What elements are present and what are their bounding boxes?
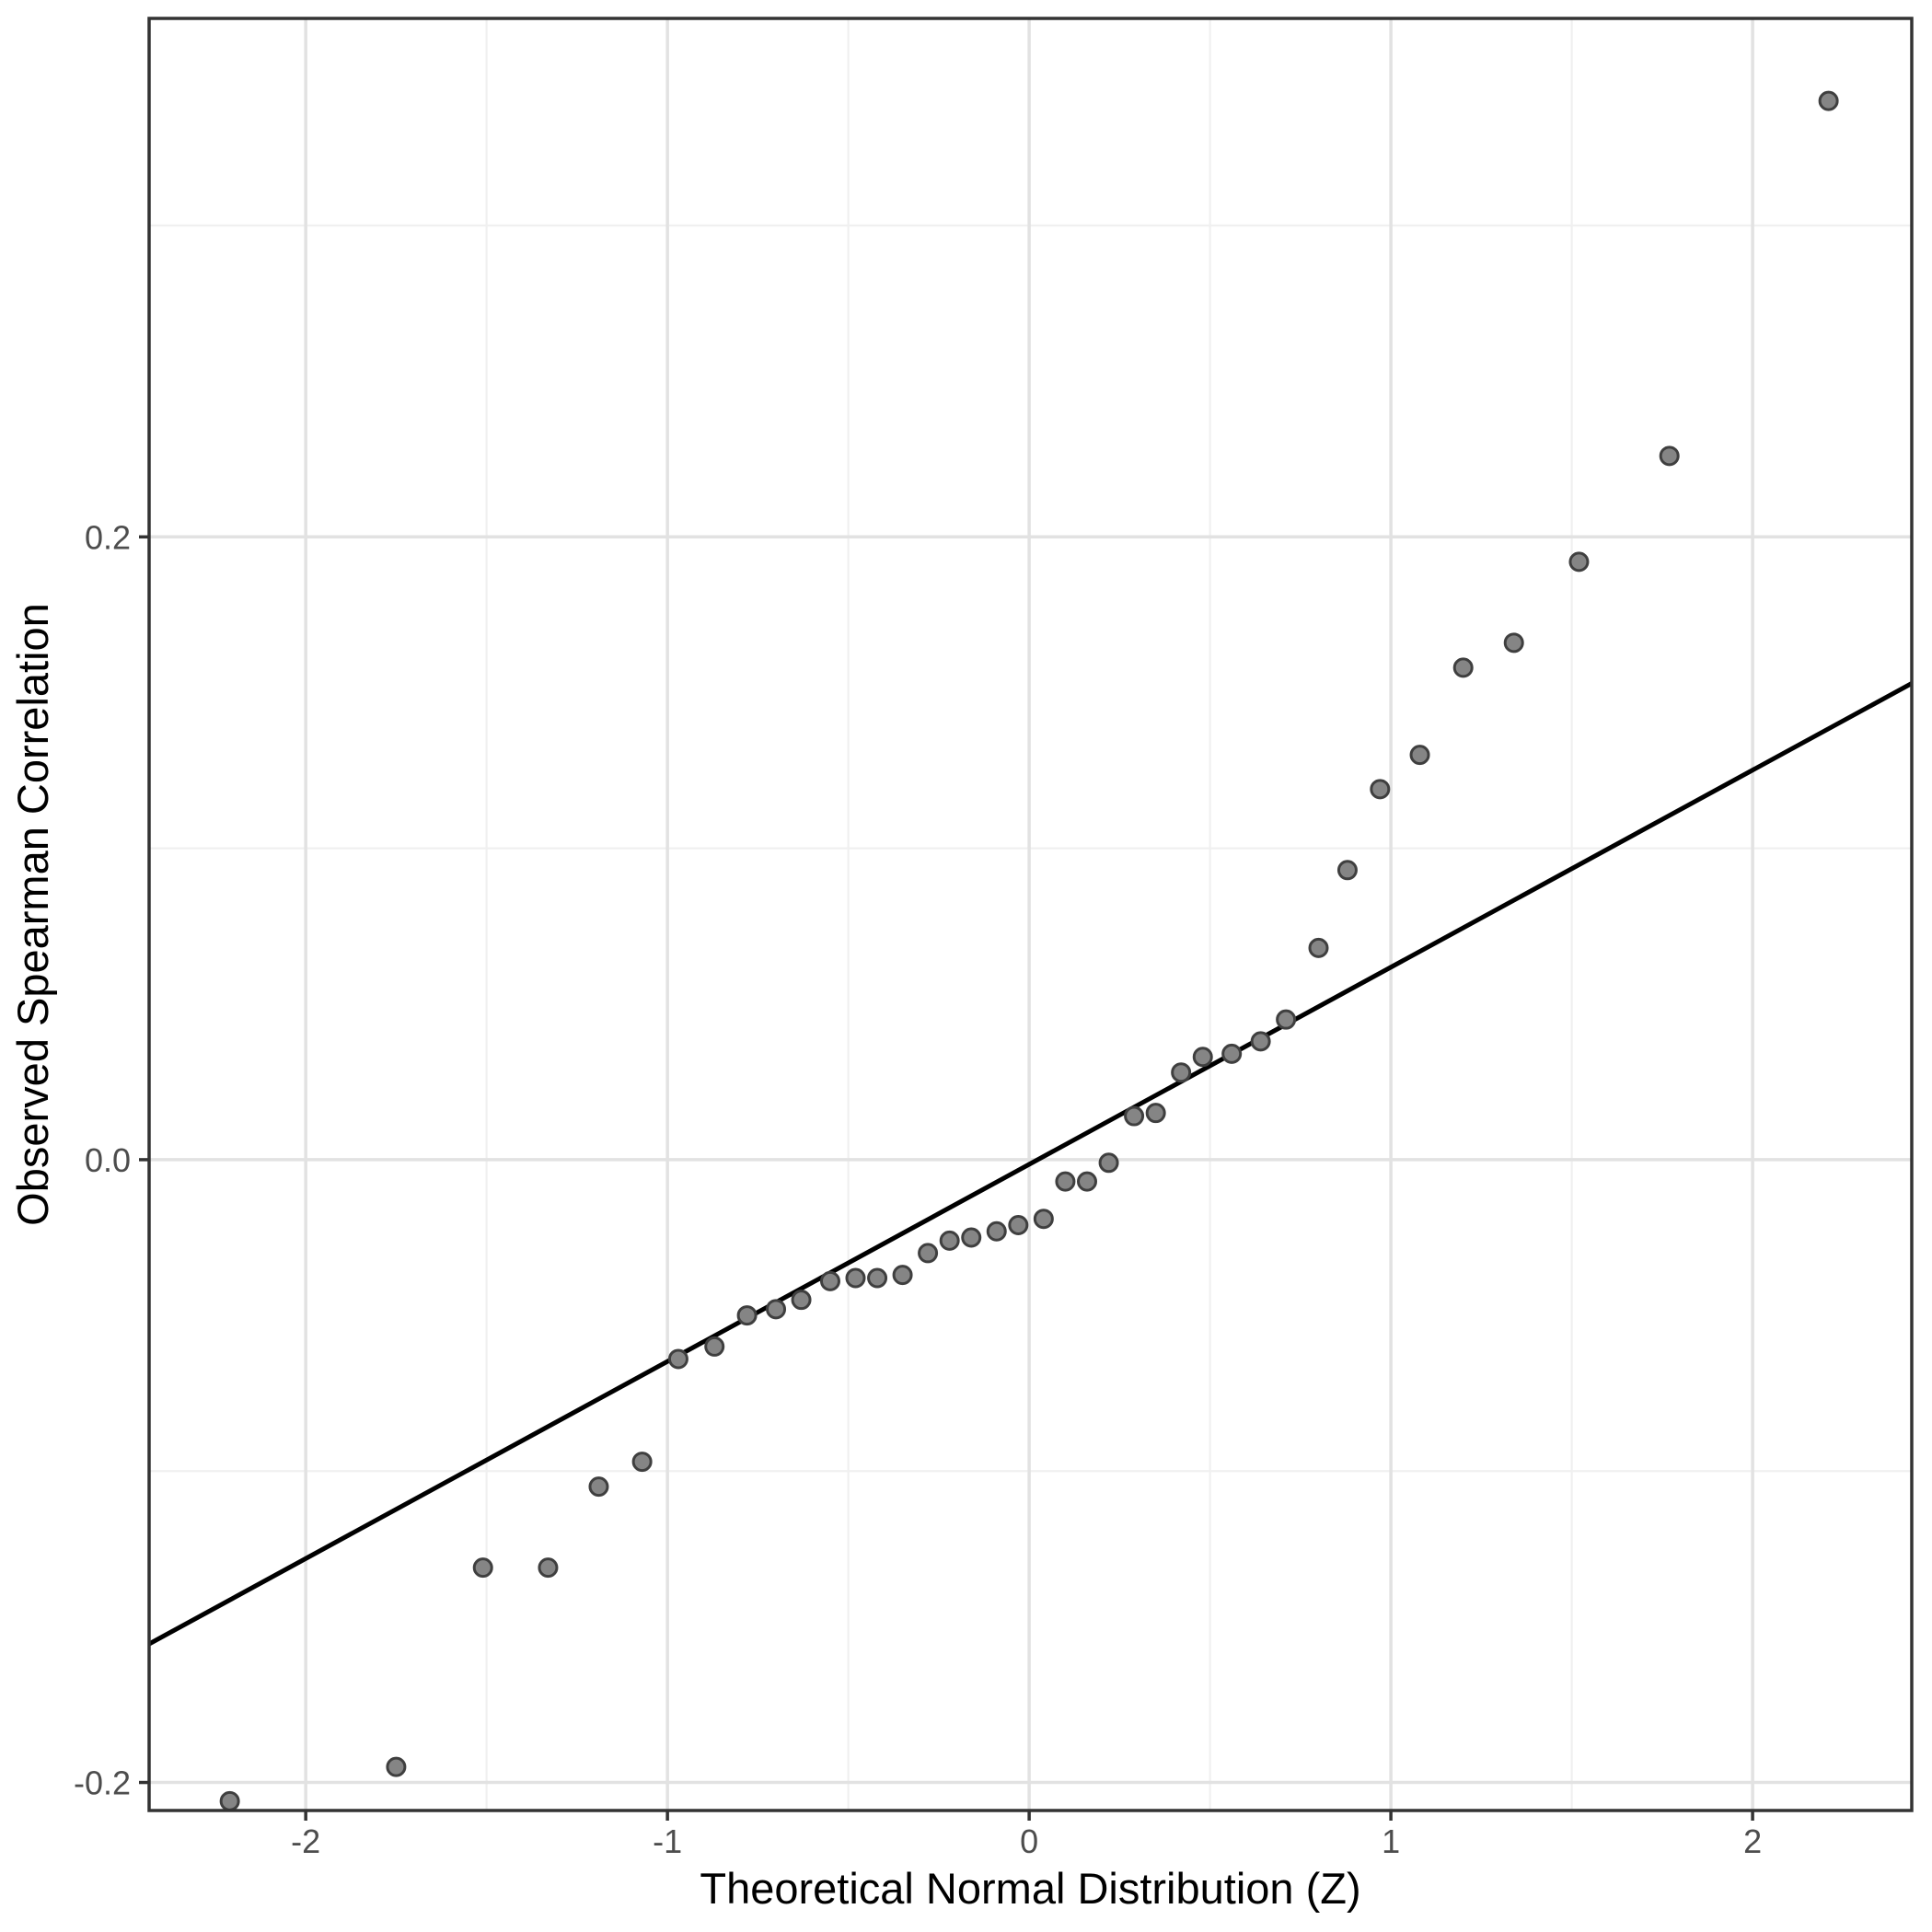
- data-point: [939, 1230, 960, 1251]
- data-point: [1336, 860, 1358, 881]
- axis-tick-labels: -2 -1 0 1 2 0.2 0.0 -0.2: [74, 518, 1762, 1860]
- reference-line-layer: [147, 681, 1914, 1647]
- y-tick-label: 0.0: [85, 1141, 131, 1179]
- data-point: [736, 1305, 758, 1326]
- data-point: [1250, 1031, 1271, 1052]
- data-point: [1659, 445, 1680, 467]
- x-tick-label: 2: [1743, 1822, 1762, 1860]
- data-point: [1192, 1047, 1213, 1068]
- data-point: [538, 1557, 559, 1579]
- data-point: [918, 1243, 939, 1264]
- x-tick-label: -1: [653, 1822, 682, 1860]
- data-point: [588, 1476, 609, 1498]
- data-point: [472, 1557, 493, 1579]
- data-point: [766, 1299, 787, 1320]
- qq-reference-line: [147, 681, 1914, 1647]
- data-point: [1098, 1152, 1119, 1174]
- data-point: [1276, 1009, 1297, 1030]
- data-point: [892, 1265, 913, 1286]
- data-points-layer: [219, 90, 1839, 1811]
- data-point: [1818, 90, 1839, 111]
- data-point: [986, 1221, 1007, 1242]
- x-tick-label: 0: [1020, 1822, 1038, 1860]
- data-point: [1568, 551, 1590, 573]
- data-point: [1145, 1103, 1166, 1124]
- data-point: [1008, 1214, 1029, 1235]
- y-tick-label: -0.2: [74, 1764, 131, 1802]
- data-point: [386, 1756, 407, 1777]
- data-point: [1077, 1171, 1098, 1192]
- axis-ticks: [139, 535, 1754, 1821]
- data-point: [845, 1267, 866, 1289]
- data-point: [1221, 1043, 1243, 1064]
- data-point: [1452, 657, 1474, 678]
- data-point: [819, 1270, 840, 1291]
- data-point: [1055, 1171, 1076, 1192]
- x-axis-title: Theoretical Normal Distribution (Z): [700, 1864, 1360, 1913]
- data-point: [1503, 632, 1524, 654]
- data-point: [219, 1790, 240, 1811]
- data-point: [1370, 779, 1391, 800]
- y-tick-label: 0.2: [85, 518, 131, 556]
- data-point: [631, 1452, 653, 1473]
- data-point: [791, 1290, 812, 1311]
- data-point: [1033, 1209, 1054, 1230]
- data-point: [704, 1336, 725, 1357]
- x-tick-label: -2: [291, 1822, 320, 1860]
- data-point: [1124, 1105, 1145, 1127]
- data-point: [867, 1267, 888, 1289]
- data-point: [1409, 745, 1430, 766]
- data-point: [667, 1348, 688, 1370]
- x-tick-label: 1: [1382, 1822, 1400, 1860]
- y-axis-title: Observed Spearman Correlation: [8, 603, 57, 1226]
- major-gridlines: [149, 18, 1912, 1811]
- data-point: [1171, 1062, 1192, 1083]
- data-point: [1308, 937, 1329, 958]
- data-point: [961, 1227, 982, 1248]
